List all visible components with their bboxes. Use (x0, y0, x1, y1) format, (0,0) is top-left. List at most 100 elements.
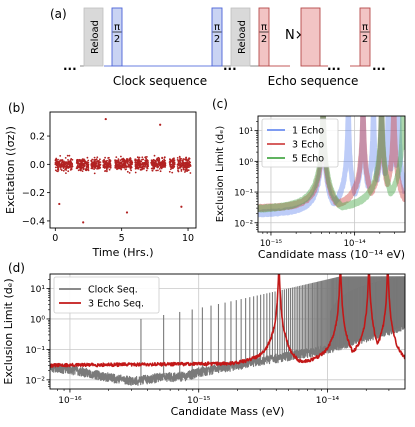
scatter-point (120, 162, 123, 165)
scatter-point (135, 164, 138, 167)
scatter-point (120, 168, 123, 171)
scatter-point (156, 163, 159, 166)
y-tick-label: −0.2 (22, 188, 45, 199)
scatter-point (65, 161, 68, 164)
scatter-point (103, 166, 106, 168)
scatter-point (157, 159, 159, 162)
scatter-point (145, 169, 148, 172)
scatter-point (143, 167, 145, 170)
scatter-point (128, 165, 131, 168)
scatter-point (96, 156, 99, 159)
scatter-point (168, 170, 171, 173)
scatter-point (85, 167, 87, 170)
scatter-point (98, 161, 101, 164)
scatter-point (138, 156, 141, 159)
axes-frame (49, 273, 406, 390)
scatter-point (176, 166, 179, 168)
scatter-point (54, 166, 57, 169)
scatter-point (144, 163, 147, 166)
y-tick-label: 10⁻¹ (234, 189, 253, 199)
scatter-point (90, 167, 93, 170)
legend-label: Clock Seq. (88, 285, 138, 296)
scatter-point (189, 165, 192, 167)
scatter-point (142, 162, 145, 165)
scatter-point (122, 157, 124, 160)
scatter-point (66, 164, 68, 167)
plot-area (50, 274, 405, 386)
scatter-point (67, 170, 70, 173)
scatter-point (173, 157, 175, 160)
scatter-point (129, 167, 132, 170)
scatter-point (122, 162, 125, 165)
scatter-point (124, 163, 126, 166)
scatter-point (182, 158, 185, 160)
dots-echo: ... (327, 59, 341, 73)
scatter-point (161, 164, 164, 167)
legend-label: 5 Echo (292, 154, 324, 165)
scatter-point (143, 162, 146, 165)
scatter-point (103, 158, 105, 161)
scatter-point (139, 162, 142, 165)
scatter-point (178, 155, 181, 158)
legend: 1 Echo 3 Echo 5 Echo (261, 118, 339, 168)
scatter-point (108, 163, 111, 166)
panel-c-echo-limits: (c) 10⁻¹⁵ 10⁻¹⁴ 10⁻² 10⁻¹ 10⁰ 10¹ Candidate ma… (212, 97, 406, 261)
scatter-point (185, 156, 188, 159)
scatter-point (67, 166, 70, 169)
scatter-point (79, 169, 82, 172)
scatter-point (95, 164, 97, 167)
scatter-point (87, 159, 90, 162)
scatter-point (86, 164, 89, 167)
scatter-point (126, 165, 129, 168)
scatter-point (62, 161, 65, 164)
scatter-point (169, 163, 172, 166)
echo-pi2-pulse-2 (359, 7, 371, 67)
scatter-point (120, 166, 123, 168)
scatter-point (93, 161, 95, 164)
scatter-point (59, 155, 62, 157)
scatter-point (182, 168, 185, 171)
y-tick-label: 0.0 (30, 160, 45, 171)
scatter-point (142, 165, 145, 168)
scatter-outlier (58, 202, 61, 206)
scatter-point (178, 159, 181, 162)
scatter-point (128, 172, 131, 174)
legend-label: 3 Echo (292, 140, 324, 151)
scatter-point (96, 168, 98, 170)
scatter-point (70, 165, 73, 168)
scatter-point (115, 165, 118, 168)
scatter-point (79, 164, 82, 167)
scatter-point (115, 159, 118, 162)
scatter-point (188, 163, 191, 166)
panel-a-label: (a) (50, 7, 67, 21)
y-tick-label: 10⁻¹ (25, 346, 45, 356)
y-axis-label: Exclusion Limit (dₑ) (2, 278, 15, 384)
scatter-point (156, 165, 159, 168)
scatter-point (62, 164, 64, 166)
scatter-point (188, 160, 191, 163)
scatter-point (106, 169, 108, 171)
scatter-point (145, 157, 148, 160)
echo-seq-line (50, 274, 405, 368)
axes-frame (257, 115, 406, 233)
scatter-point (164, 164, 167, 167)
scatter-point (76, 166, 79, 168)
scatter-point (64, 165, 67, 168)
scatter-point (184, 164, 186, 166)
scatter-point (158, 161, 161, 164)
scatter-point (118, 161, 120, 164)
scatter-point (141, 156, 144, 159)
scatter-point (108, 159, 110, 161)
scatter-point (186, 170, 189, 173)
x-tick-label: 10⁻¹⁵ (187, 396, 211, 406)
echo-pi-pulse (300, 7, 321, 67)
scatter-point (55, 158, 58, 161)
scatter-point (137, 158, 140, 160)
scatter-point (105, 165, 108, 168)
plot-area (258, 116, 405, 218)
scatter-point (153, 154, 156, 157)
scatter-point (172, 159, 175, 161)
scatter-point (57, 162, 60, 165)
scatter-point (65, 169, 68, 171)
scatter-point (129, 158, 132, 160)
